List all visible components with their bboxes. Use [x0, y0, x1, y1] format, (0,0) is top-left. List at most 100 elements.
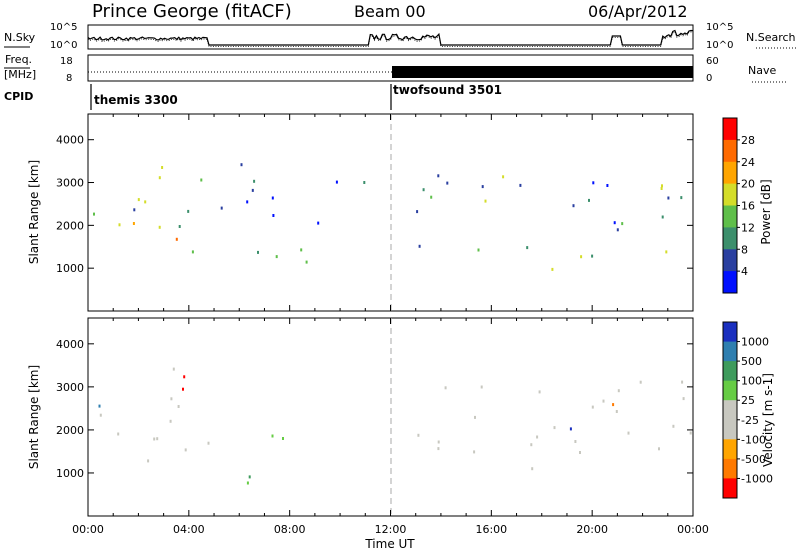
range-cell: [481, 185, 484, 189]
y-tick-label: 4000: [56, 134, 84, 147]
power-y-label: Slant Range [km]: [27, 160, 41, 264]
colorbar-segment: [723, 419, 737, 440]
range-cell: [661, 184, 663, 188]
range-cell: [444, 386, 447, 390]
range-cell: [272, 214, 275, 217]
range-cell: [251, 188, 254, 192]
freq-tick-top: 18: [60, 56, 73, 67]
range-cell: [588, 198, 590, 202]
range-cell: [477, 248, 480, 252]
x-tick-labels: 00:00 04:00 08:00 12:00 16:00 20:00 00:00: [72, 523, 709, 536]
range-cell: [574, 440, 577, 443]
range-cell: [175, 237, 178, 241]
colorbar-tick-label: 25: [741, 394, 755, 407]
range-cell: [592, 181, 595, 185]
velocity-scatter-data: [98, 367, 692, 485]
range-cell: [178, 225, 181, 228]
freq-tick-bottom: 8: [66, 73, 72, 84]
velocity-x-ticks: [87, 318, 694, 516]
range-cell: [591, 405, 594, 409]
colorbar-segment: [723, 227, 737, 250]
colorbar-tick-label: -100: [741, 433, 766, 446]
y-tick-label: 2000: [56, 219, 84, 232]
range-cell: [300, 248, 303, 252]
power-scatter-data: [93, 163, 683, 271]
range-cell: [473, 450, 476, 454]
freq-label-2: [MHz]: [4, 68, 36, 81]
y-tick-label: 1000: [56, 262, 84, 275]
range-cell: [681, 380, 684, 384]
range-cell: [474, 415, 476, 419]
range-cell: [240, 163, 243, 167]
range-cell: [437, 440, 440, 444]
station-title: Prince George (fitACF): [92, 1, 292, 22]
cpid-label: CPID: [4, 90, 33, 103]
range-cell: [137, 198, 140, 202]
noise-right-tick-bottom: 10^0: [706, 40, 733, 51]
range-cell: [172, 367, 175, 371]
nave-tick-top: 60: [706, 56, 719, 67]
colorbar-tick-label: 24: [741, 156, 755, 169]
x-tick-label: 12:00: [375, 523, 407, 536]
colorbar-frame: [722, 321, 738, 499]
range-cell: [531, 467, 534, 471]
velocity-y-label: Slant Range [km]: [27, 365, 41, 469]
range-cell: [93, 212, 95, 216]
noise-right-label: N.Search: [746, 31, 796, 44]
colorbar-segment: [723, 161, 737, 185]
range-cell: [271, 434, 274, 438]
range-cell: [417, 433, 420, 437]
range-cell: [133, 208, 136, 212]
cpid-mode-1: themis 3300: [94, 93, 178, 107]
y-tick-label: 3000: [56, 177, 84, 190]
range-cell: [480, 385, 483, 389]
y-tick-label: 3000: [56, 381, 84, 394]
colorbar-segment: [723, 400, 737, 421]
y-tick-label: 1000: [56, 467, 84, 480]
range-cell: [271, 196, 274, 200]
range-cell: [156, 437, 159, 441]
range-cell: [613, 221, 616, 225]
range-cell: [658, 447, 660, 451]
range-cell: [418, 244, 421, 248]
date-title: 06/Apr/2012: [588, 2, 688, 21]
colorbar-tick-label: 1000: [741, 336, 769, 349]
freq-label-1: Freq.: [5, 53, 32, 66]
range-cell: [191, 250, 194, 254]
range-cell: [183, 375, 186, 379]
colorbar-segment: [723, 380, 737, 401]
nave-label: Nave: [748, 64, 776, 77]
colorbar-tick-label: -1000: [741, 472, 773, 485]
range-cell: [98, 404, 101, 408]
noise-search-trace: [87, 31, 694, 47]
colorbar-segment: [723, 183, 737, 206]
range-cell: [248, 475, 251, 479]
colorbar-segment: [723, 205, 737, 228]
range-cell: [158, 225, 161, 229]
range-cell: [519, 183, 522, 187]
range-cell: [246, 200, 249, 204]
range-cell: [430, 195, 433, 199]
range-cell: [606, 184, 609, 187]
range-cell: [118, 223, 121, 227]
colorbar-tick-label: 12: [741, 221, 755, 234]
range-cell: [538, 390, 541, 394]
frequency-panel: Freq. [MHz] 18 8 60 0 Nave: [4, 53, 786, 84]
colorbar-segment: [723, 249, 737, 272]
noise-sky-trace: [87, 29, 694, 46]
range-cell: [639, 380, 642, 384]
range-cell: [161, 166, 164, 169]
range-cell: [416, 210, 419, 214]
colorbar-segment: [723, 139, 737, 163]
colorbar-segment: [723, 341, 737, 362]
range-cell: [616, 228, 619, 232]
colorbar-segment: [723, 478, 737, 499]
range-cell: [422, 188, 425, 192]
colorbar-tick-label: 16: [741, 200, 755, 213]
colorbar-segment: [723, 322, 737, 343]
colorbar-tick-label: -500: [741, 453, 766, 466]
range-cell: [170, 397, 173, 401]
power-panel: 1000 2000 3000 4000 Slant Range [km] 28 24 20…: [27, 113, 773, 312]
